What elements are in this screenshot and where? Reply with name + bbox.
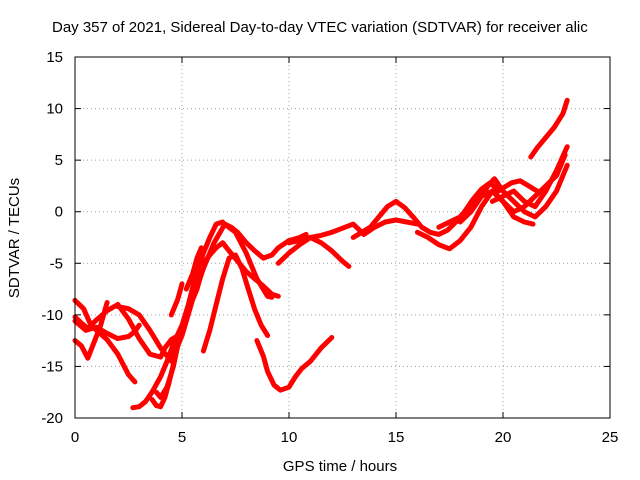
series-layer	[72, 97, 570, 411]
series-line-6	[130, 219, 226, 411]
series-line-13	[200, 252, 271, 354]
y-tick-label: 15	[46, 49, 63, 66]
series-line-3	[72, 300, 110, 361]
y-tick-label: -10	[41, 307, 63, 324]
x-tick-label: 5	[178, 429, 186, 446]
chart-title: Day 357 of 2021, Sidereal Day-to-day VTE…	[52, 19, 588, 36]
series-line-14	[200, 240, 281, 299]
series-line-17	[275, 235, 352, 269]
x-tick-label: 25	[602, 429, 619, 446]
x-tick-label: 15	[388, 429, 405, 446]
y-tick-label: 5	[55, 152, 63, 169]
series-line-4	[72, 318, 142, 342]
plot-frame	[74, 56, 611, 419]
y-axis-title: SDTVAR / TECUs	[6, 178, 23, 298]
series-line-16	[254, 335, 335, 393]
x-axis-title: GPS time / hours	[283, 458, 397, 475]
y-tick-label: -5	[50, 255, 63, 272]
series-line-2	[72, 297, 138, 385]
x-tick-label: 10	[281, 429, 298, 446]
series-line-12	[190, 271, 204, 302]
y-tick-label: 0	[55, 204, 63, 221]
series-line-19	[350, 180, 502, 240]
x-tick-label: 0	[71, 429, 79, 446]
series-line-9	[168, 281, 185, 318]
series-line-11	[179, 304, 191, 330]
y-tick-label: 10	[46, 101, 63, 118]
series-line-23	[489, 144, 570, 210]
series-line-25	[500, 178, 540, 194]
grid-layer	[75, 57, 610, 418]
series-line-18	[286, 217, 420, 246]
tick-label-layer: 0 5 10 15 20 25 -20 -15 -10 -5 0 5 10 15	[41, 49, 618, 446]
series-line-8	[153, 327, 185, 400]
x-tick-label: 20	[495, 429, 512, 446]
y-tick-label: -15	[41, 358, 63, 375]
series-line-24	[528, 97, 570, 160]
series-line-10	[183, 245, 204, 292]
y-tick-label: -20	[41, 410, 63, 427]
series-line-20	[414, 188, 536, 252]
tick-layer	[74, 56, 611, 419]
